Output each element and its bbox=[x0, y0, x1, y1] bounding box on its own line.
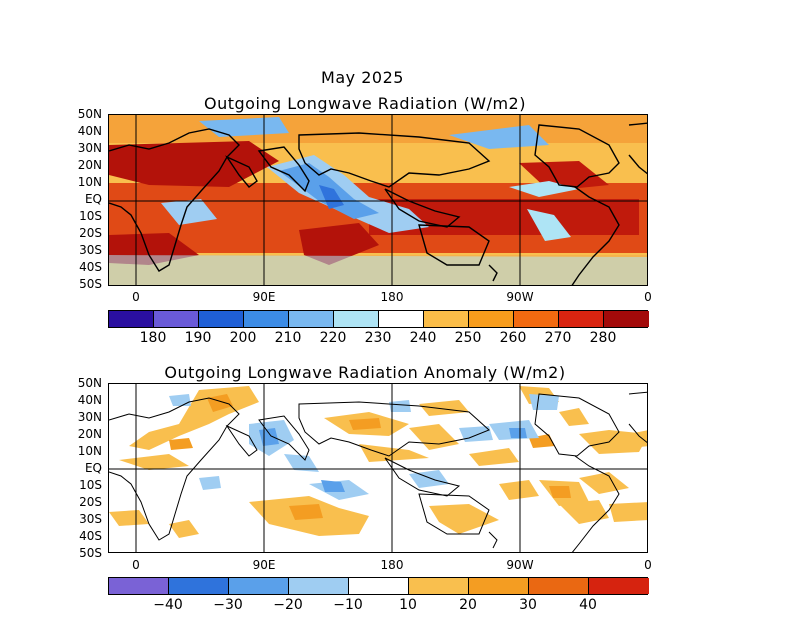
olr-anomaly-map bbox=[108, 383, 648, 553]
lat-label: 50N bbox=[77, 376, 102, 390]
colorbar-label: 10 bbox=[399, 597, 417, 613]
colorbar-swatch bbox=[424, 311, 469, 327]
colorbar-swatch bbox=[469, 578, 529, 594]
olr-colorbar bbox=[108, 310, 649, 328]
lat-label: 50N bbox=[77, 107, 102, 121]
lon-label: 90E bbox=[252, 558, 276, 572]
colorbar-swatch bbox=[589, 578, 649, 594]
lat-label: 40N bbox=[77, 124, 102, 138]
lat-label: 10N bbox=[77, 175, 102, 189]
lat-label: 50S bbox=[79, 277, 102, 291]
colorbar-label: 270 bbox=[544, 330, 572, 346]
colorbar-swatch bbox=[169, 578, 229, 594]
lat-label: 10S bbox=[79, 209, 102, 223]
olr-map-graphic bbox=[109, 115, 647, 285]
lon-label: 90E bbox=[252, 290, 276, 304]
colorbar-label: −30 bbox=[213, 597, 243, 613]
lat-label: 30N bbox=[77, 141, 102, 155]
lat-label: 40N bbox=[77, 393, 102, 407]
colorbar-swatch bbox=[289, 311, 334, 327]
lat-label: 40S bbox=[79, 529, 102, 543]
colorbar-label: 230 bbox=[364, 330, 392, 346]
colorbar-swatch bbox=[469, 311, 514, 327]
colorbar-swatch bbox=[244, 311, 289, 327]
map-title-date: May 2025 bbox=[321, 68, 404, 87]
colorbar-swatch bbox=[409, 578, 469, 594]
lat-label: 20N bbox=[77, 158, 102, 172]
olr-map bbox=[108, 114, 648, 286]
colorbar-label: 20 bbox=[459, 597, 477, 613]
lon-label: 0 bbox=[644, 558, 652, 572]
olr-anomaly-colorbar bbox=[108, 577, 649, 595]
lon-label: 90W bbox=[506, 558, 534, 572]
lat-label: 30S bbox=[79, 512, 102, 526]
lon-label: 0 bbox=[644, 290, 652, 304]
colorbar-swatch bbox=[559, 311, 604, 327]
lat-label: 10N bbox=[77, 444, 102, 458]
colorbar-label: 220 bbox=[319, 330, 347, 346]
colorbar-label: 190 bbox=[184, 330, 212, 346]
colorbar-swatch bbox=[154, 311, 199, 327]
lon-label: 180 bbox=[380, 290, 404, 304]
colorbar-swatch bbox=[289, 578, 349, 594]
colorbar-label: 180 bbox=[139, 330, 167, 346]
colorbar-label: −10 bbox=[333, 597, 363, 613]
colorbar-label: 240 bbox=[409, 330, 437, 346]
lat-label: 10S bbox=[79, 478, 102, 492]
colorbar-label: 280 bbox=[589, 330, 617, 346]
colorbar-swatch bbox=[229, 578, 289, 594]
colorbar-swatch bbox=[529, 578, 589, 594]
colorbar-swatch bbox=[514, 311, 559, 327]
colorbar-swatch bbox=[109, 311, 154, 327]
lat-label: EQ bbox=[84, 461, 102, 475]
lat-label: 30S bbox=[79, 243, 102, 257]
colorbar-label: 40 bbox=[579, 597, 597, 613]
lon-label: 0 bbox=[132, 558, 140, 572]
colorbar-swatch bbox=[334, 311, 379, 327]
lat-label: EQ bbox=[84, 192, 102, 206]
lat-label: 20N bbox=[77, 427, 102, 441]
map-title-olr: Outgoing Longwave Radiation (W/m2) bbox=[204, 94, 526, 113]
colorbar-swatch bbox=[349, 578, 409, 594]
colorbar-label: 250 bbox=[454, 330, 482, 346]
lat-label: 50S bbox=[79, 546, 102, 560]
colorbar-label: 210 bbox=[274, 330, 302, 346]
colorbar-swatch bbox=[199, 311, 244, 327]
lat-label: 30N bbox=[77, 410, 102, 424]
map-title-olr-anomaly: Outgoing Longwave Radiation Anomaly (W/m… bbox=[164, 363, 566, 382]
lon-label: 180 bbox=[380, 558, 404, 572]
colorbar-label: 200 bbox=[229, 330, 257, 346]
colorbar-swatch bbox=[604, 311, 649, 327]
colorbar-label: 30 bbox=[519, 597, 537, 613]
colorbar-swatch bbox=[379, 311, 424, 327]
lon-label: 0 bbox=[132, 290, 140, 304]
lat-label: 20S bbox=[79, 226, 102, 240]
colorbar-label: −20 bbox=[273, 597, 303, 613]
lat-label: 20S bbox=[79, 495, 102, 509]
lon-label: 90W bbox=[506, 290, 534, 304]
colorbar-swatch bbox=[109, 578, 169, 594]
lat-label: 40S bbox=[79, 260, 102, 274]
colorbar-label: −40 bbox=[153, 597, 183, 613]
colorbar-label: 260 bbox=[499, 330, 527, 346]
olr-anomaly-map-graphic bbox=[109, 384, 647, 552]
